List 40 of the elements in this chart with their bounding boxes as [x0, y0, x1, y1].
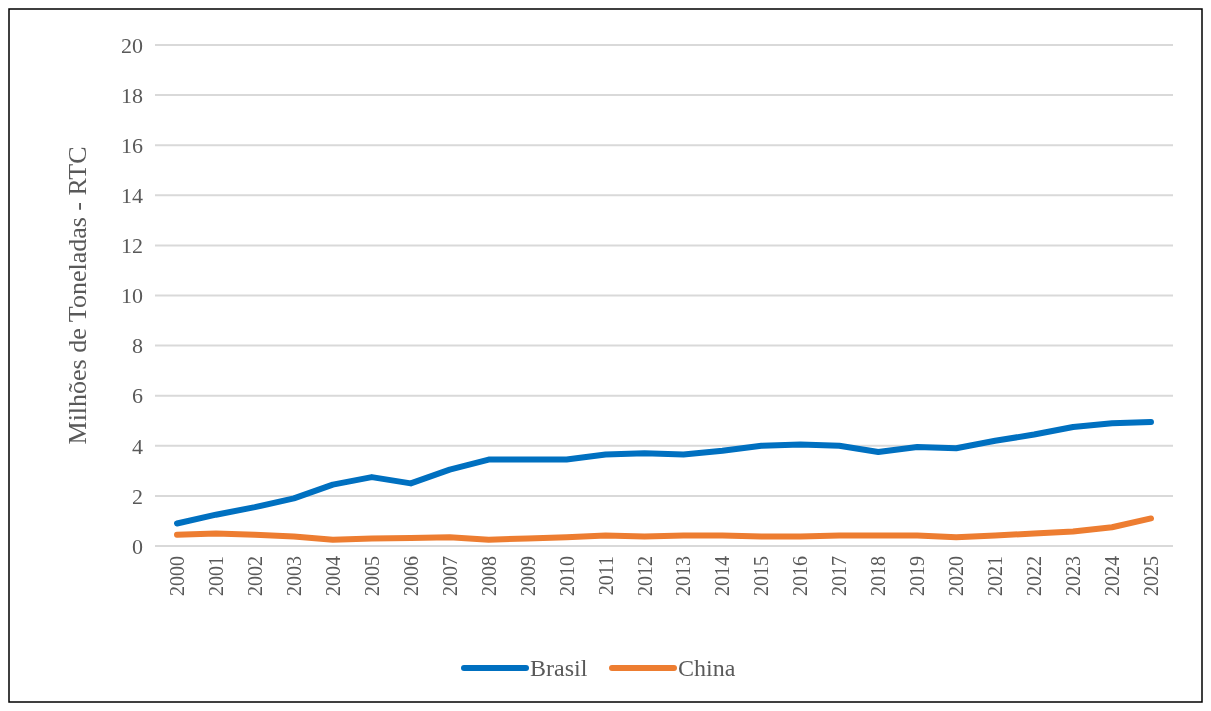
x-tick-label: 2010	[555, 556, 578, 596]
x-tick-label: 2008	[477, 556, 500, 596]
x-tick-label: 2014	[711, 556, 734, 596]
x-tick-label: 2021	[984, 556, 1007, 596]
x-tick-label: 2004	[321, 556, 344, 596]
y-tick-label: 10	[121, 283, 143, 309]
y-tick-label: 18	[121, 82, 143, 108]
y-tick-label: 8	[132, 333, 143, 359]
y-tick-label: 2	[132, 483, 143, 509]
x-tick-label: 2024	[1101, 556, 1124, 596]
x-tick-label: 2007	[438, 556, 461, 596]
x-tick-label: 2017	[828, 556, 851, 596]
x-tick-label: 2022	[1023, 556, 1046, 596]
y-tick-label: 0	[132, 533, 143, 559]
x-tick-label: 2019	[906, 556, 929, 596]
legend-label: Brasil	[530, 655, 588, 682]
x-tick-label: 2020	[945, 556, 968, 596]
x-tick-label: 2011	[594, 556, 617, 596]
x-tick-label: 2025	[1140, 556, 1162, 596]
legend-label: China	[678, 655, 736, 682]
x-tick-label: 2018	[867, 556, 890, 596]
x-tick-label: 2012	[633, 556, 656, 596]
x-tick-label: 2016	[789, 556, 812, 596]
x-tick-label: 2015	[750, 556, 773, 596]
x-tick-label: 2001	[204, 556, 227, 596]
x-tick-label: 2000	[166, 556, 188, 596]
x-tick-label: 2005	[360, 556, 383, 596]
x-tick-label: 2013	[672, 556, 695, 596]
y-tick-label: 20	[121, 32, 143, 58]
y-tick-label: 16	[121, 132, 143, 158]
y-tick-label: 12	[121, 233, 143, 259]
y-tick-label: 4	[132, 433, 143, 459]
y-tick-label: 6	[132, 383, 143, 409]
x-tick-label: 2009	[516, 556, 539, 596]
x-tick-label: 2023	[1062, 556, 1085, 596]
x-tick-label: 2002	[243, 556, 266, 596]
y-tick-label: 14	[121, 183, 143, 208]
x-tick-label: 2003	[282, 556, 305, 596]
x-tick-label: 2006	[399, 556, 422, 596]
y-axis-title: Milhões de Toneladas - RTC	[63, 146, 92, 445]
